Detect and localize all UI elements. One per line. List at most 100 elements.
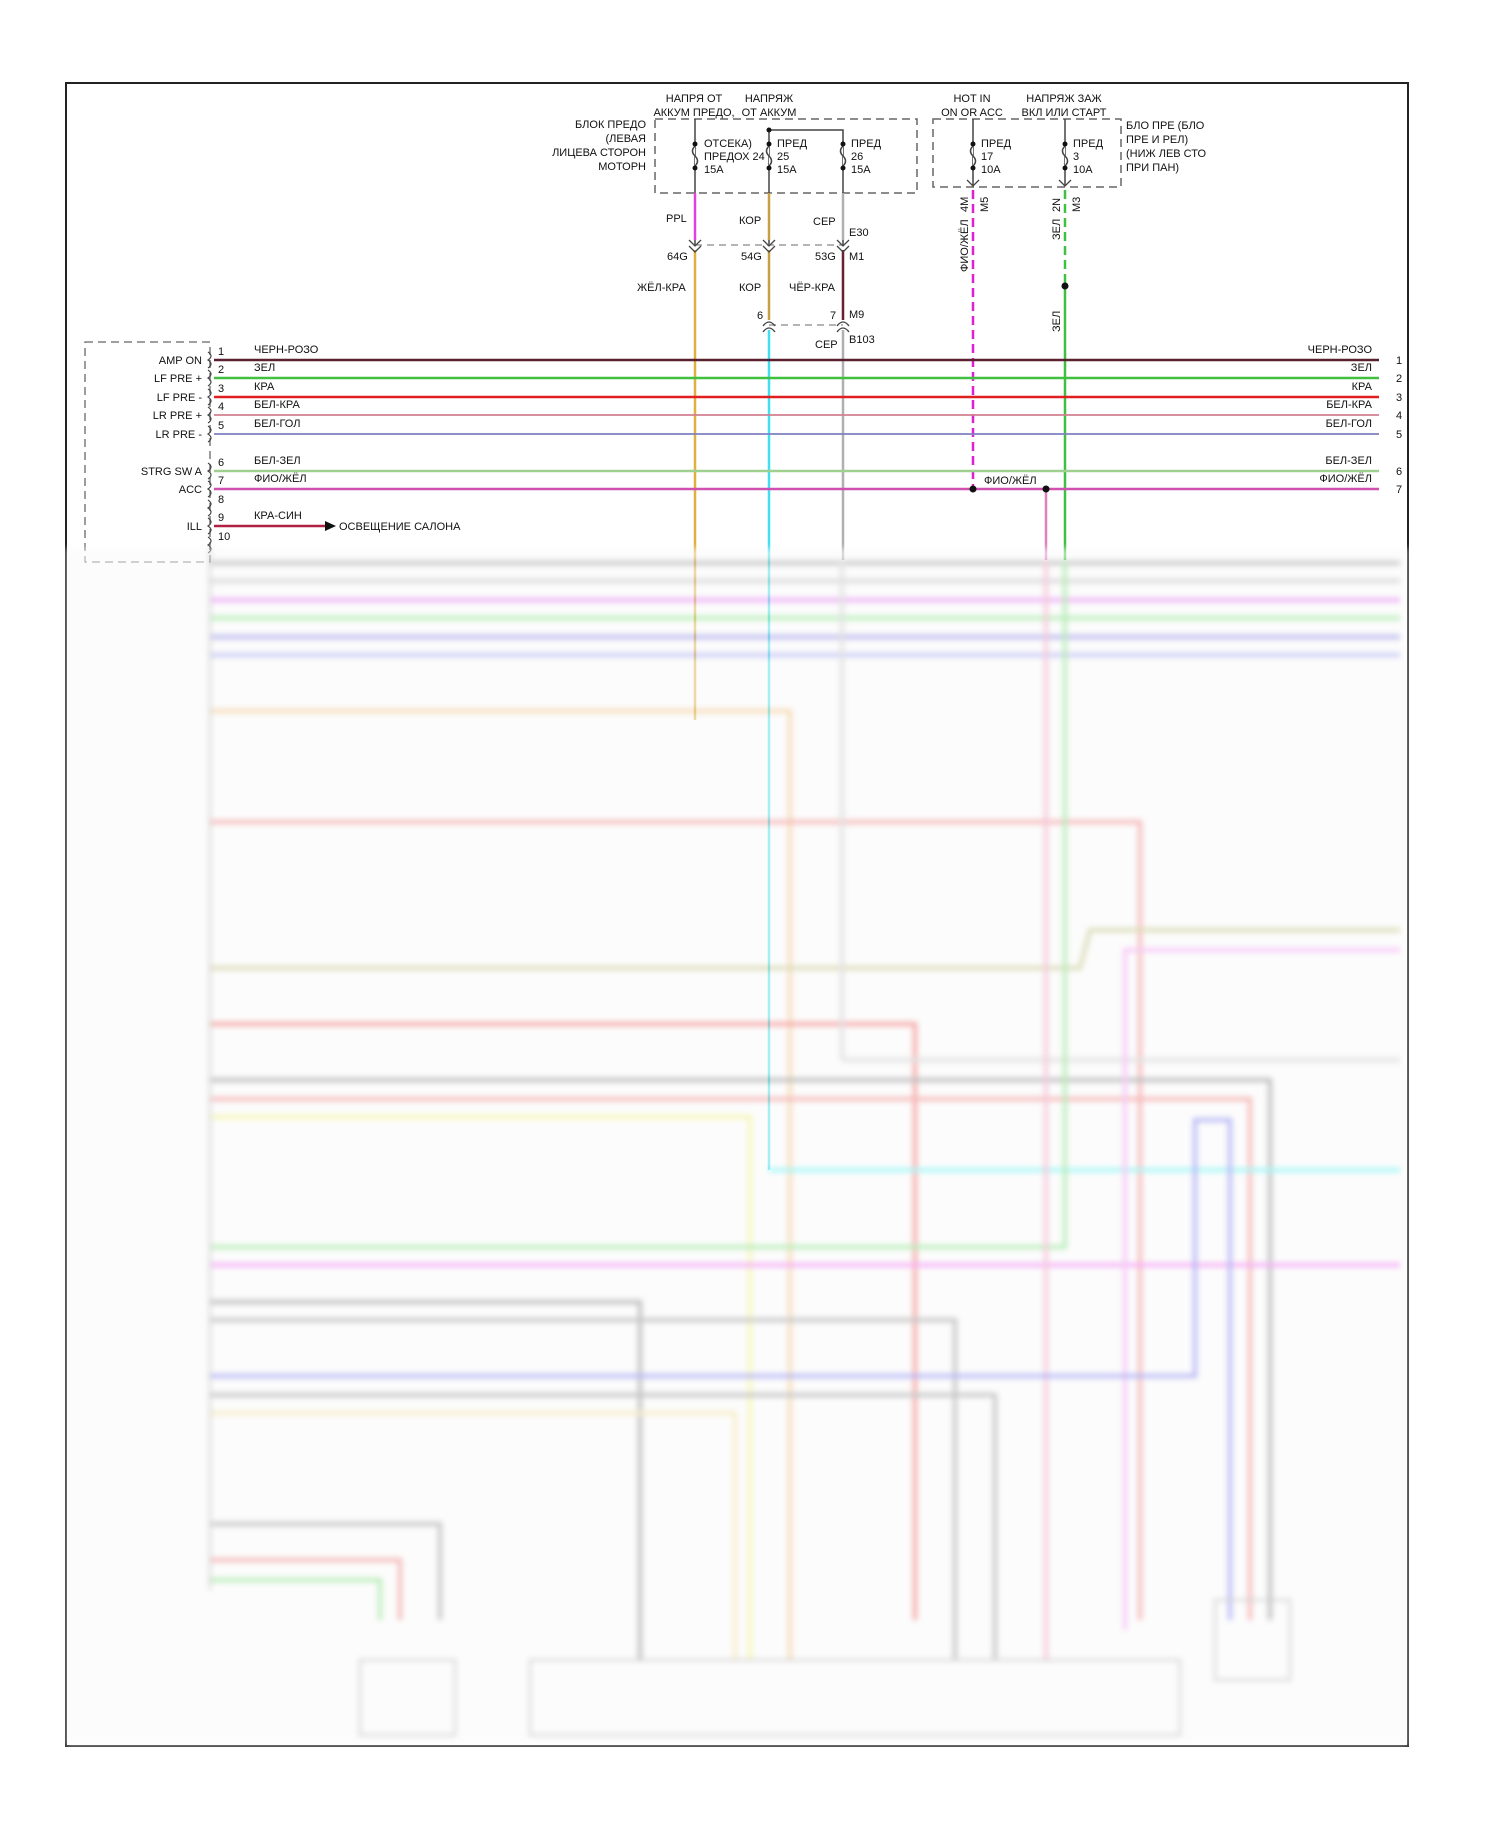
svg-text:ПРЕДОХ 24: ПРЕДОХ 24 (704, 151, 765, 163)
fuse-block-left (654, 118, 918, 194)
wire-color-label-right: ЧЕРН-РОЗО (1308, 344, 1373, 356)
pin-name: LF PRE + (154, 373, 202, 385)
wire-color-label-right: БЕЛ-КРА (1326, 399, 1372, 411)
wire-color-label: ЗЕЛ (254, 362, 275, 374)
connector-label: B103 (849, 334, 875, 346)
pin-number-right: 1 (1396, 355, 1402, 367)
pin-name: ILL (187, 521, 202, 533)
svg-text:ПРЕД: ПРЕД (851, 138, 882, 150)
connector-label: 6 (757, 310, 763, 322)
wire-label: КОР (739, 215, 761, 227)
pin-number: 10 (218, 531, 230, 543)
pin-number: 1 (218, 346, 224, 358)
fuse-symbols (691, 145, 1069, 167)
wire-label: ФИО/ЖЁЛ (984, 475, 1037, 487)
wire-label: ЗЕЛ (1051, 219, 1063, 240)
pin-name: LR PRE - (156, 429, 203, 441)
supply-label: ВКЛ ИЛИ СТАРТ (1022, 107, 1107, 119)
svg-text:3: 3 (1073, 151, 1079, 163)
pin-terminal (206, 499, 212, 517)
connector-label: M9 (849, 309, 864, 321)
fuse-block-right (932, 118, 1122, 188)
pin-number: 2 (218, 364, 224, 376)
pin-name: ACC (179, 484, 202, 496)
pin-number-right: 7 (1396, 484, 1402, 496)
connector-label: 64G (667, 251, 688, 263)
wire-color-label-right: КРА (1352, 381, 1373, 393)
pin-terminal (206, 480, 212, 498)
wire-color-label: ЧЕРН-РОЗО (254, 344, 319, 356)
wire-label: КОР (739, 282, 761, 294)
connector-label: E30 (849, 227, 869, 239)
wire-color-label: БЕЛ-КРА (254, 399, 300, 411)
pin-terminal (206, 462, 212, 480)
pin-number: 5 (218, 420, 224, 432)
pin-number-right: 3 (1396, 392, 1402, 404)
wire-label: СЕР (815, 339, 838, 351)
pin-number: 6 (218, 457, 224, 469)
arrow-icon (325, 521, 336, 531)
fuse-block-label: (ЛЕВАЯ (606, 133, 647, 145)
pin-name: STRG SW A (141, 466, 203, 478)
fuse-block-label: ПРИ ПАН) (1126, 162, 1179, 174)
wire-label: ЧЁР-КРА (789, 282, 836, 294)
fuse-block-label: БЛО ПРЕ (БЛО (1126, 120, 1205, 132)
pin-name: LF PRE - (157, 392, 203, 404)
supply-label: НАПРЯЖ (745, 93, 793, 105)
supply-label: ON OR ACC (941, 107, 1003, 119)
wire-label: СЕР (813, 216, 836, 228)
connector-label: 53G (815, 251, 836, 263)
wire-color-label: БЕЛ-ЗЕЛ (254, 455, 301, 467)
svg-text:15A: 15A (777, 164, 797, 176)
pin-number: 7 (218, 475, 224, 487)
connector-label: 7 (830, 310, 836, 322)
wire-color-label: БЕЛ-ГОЛ (254, 418, 300, 430)
svg-text:ПРЕД: ПРЕД (1073, 138, 1104, 150)
blurred-lower-diagram (66, 548, 1408, 1746)
svg-text:15A: 15A (851, 164, 871, 176)
fuse-block-label: ЛИЦЕВА СТОРОН (552, 147, 646, 159)
connector-label: 54G (741, 251, 762, 263)
svg-text:10A: 10A (981, 164, 1001, 176)
pin-terminal (206, 425, 212, 443)
svg-text:25: 25 (777, 151, 789, 163)
ill-destination: ОСВЕЩЕНИЕ САЛОНА (339, 521, 461, 533)
supply-label: НАПРЯЖ ЗАЖ (1026, 93, 1101, 105)
fuse-block-label: ПРЕ И РЕЛ) (1126, 134, 1188, 146)
svg-text:17: 17 (981, 151, 993, 163)
pin-number: 3 (218, 383, 224, 395)
wire-color-label-right: БЕЛ-ГОЛ (1326, 418, 1372, 430)
pin-number-right: 5 (1396, 429, 1402, 441)
svg-text:15A: 15A (704, 164, 724, 176)
pin-number-right: 6 (1396, 466, 1402, 478)
fuse-block-label: (НИЖ ЛЕВ СТО (1126, 148, 1206, 160)
pin-number-right: 4 (1396, 410, 1402, 422)
supply-label: НАПРЯ ОТ (666, 93, 723, 105)
connector-label: 2N (1051, 198, 1063, 212)
wire-color-label: ФИО/ЖЁЛ (254, 473, 307, 485)
wire-color-label: КРА (254, 381, 275, 393)
wire-label: ЗЕЛ (1051, 311, 1063, 332)
svg-text:26: 26 (851, 151, 863, 163)
svg-text:ПРЕД: ПРЕД (777, 138, 808, 150)
pin-terminal (206, 351, 212, 369)
wire-label: ФИО/ЖЁЛ (959, 219, 971, 272)
svg-text:ПРЕД: ПРЕД (981, 138, 1012, 150)
wire-color-label: КРА-СИН (254, 510, 302, 522)
pin-terminal (206, 369, 212, 387)
wire-color-label-right: ФИО/ЖЁЛ (1319, 473, 1372, 485)
pin-terminal (206, 388, 212, 406)
connector-symbols (688, 179, 1072, 333)
connector-label: M1 (849, 251, 864, 263)
supply-label: АККУМ ПРЕДО, (653, 107, 734, 119)
connector-label: 4M (959, 197, 971, 212)
pin-number: 4 (218, 401, 224, 413)
svg-text:ОТСЕКА): ОТСЕКА) (704, 138, 752, 150)
supply-label: ОТ АККУМ (742, 107, 797, 119)
supply-label: HOT IN (953, 93, 990, 105)
pin-terminal (206, 517, 212, 535)
pin-name: LR PRE + (153, 410, 202, 422)
pin-number: 9 (218, 512, 224, 524)
